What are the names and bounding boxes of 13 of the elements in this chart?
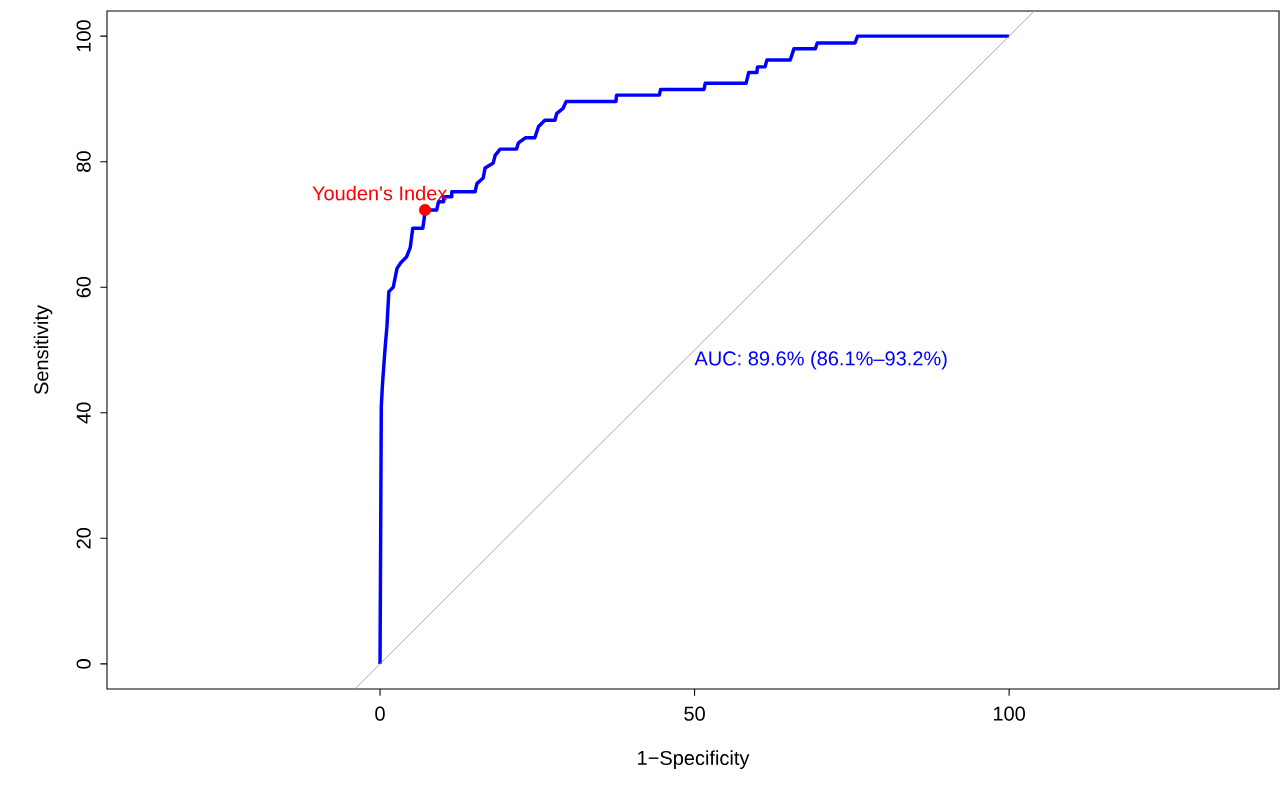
y-tick-label: 80: [76, 151, 91, 172]
x-tick-label: 100: [993, 706, 1026, 721]
y-axis-title: Sensitivity: [33, 305, 53, 395]
y-tick-label: 60: [76, 276, 91, 298]
y-tick-label: 40: [76, 402, 91, 424]
y-tick-label: 20: [76, 528, 91, 549]
annotation: Youden's Index: [312, 185, 448, 201]
y-tick-label: 100: [76, 20, 91, 52]
x-tick-label: 0: [375, 706, 385, 721]
x-axis-title: 1−Specificity: [638, 750, 750, 769]
y-tick-label: 0: [76, 659, 91, 669]
annotation: AUC: 89.6% (86.1%–93.2%): [694, 350, 947, 370]
x-tick-label: 50: [684, 706, 705, 721]
